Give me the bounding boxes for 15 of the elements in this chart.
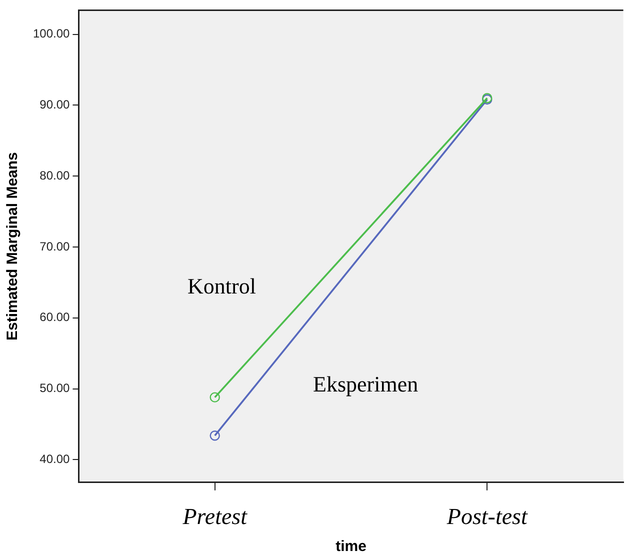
y-tick-label: 60.00: [40, 310, 70, 324]
x-axis-title: time: [336, 538, 366, 556]
y-axis-title: Estimated Marginal Means: [4, 152, 22, 340]
point: [210, 392, 220, 402]
y-tick-label: 80.00: [40, 168, 70, 182]
x-tick-label: Post-test: [446, 504, 528, 530]
y-tick-label: 70.00: [40, 239, 70, 254]
y-tick-label: 50.00: [40, 381, 70, 396]
x-tick-label: Pretest: [182, 504, 248, 530]
y-tick-label: 90.00: [40, 98, 70, 112]
series-label: Eksperimen: [313, 371, 418, 396]
point: [210, 430, 220, 441]
series-label: Kontrol: [188, 274, 256, 298]
y-tick-label: 40.00: [40, 452, 70, 466]
y-tick-label: 100.00: [33, 26, 70, 41]
